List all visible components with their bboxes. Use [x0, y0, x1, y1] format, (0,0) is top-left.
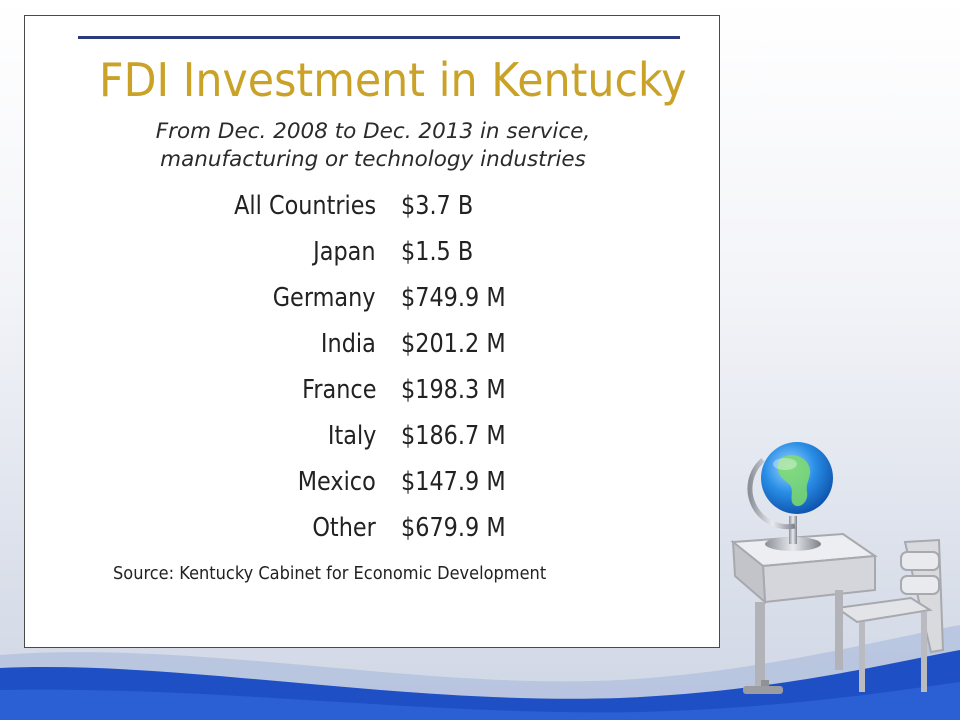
subtitle: From Dec. 2008 to Dec. 2013 in service, …: [65, 118, 681, 174]
content-panel: FDI Investment in Kentucky From Dec. 200…: [24, 15, 720, 648]
country-label: All Countries: [233, 191, 376, 221]
country-label: Mexico: [297, 467, 376, 497]
table-row: Japan $1.5 B: [25, 232, 721, 276]
table-row: Other $679.9 M: [25, 508, 721, 552]
amount-value: $198.3 M: [401, 375, 506, 405]
country-label: France: [301, 375, 376, 405]
table-row: All Countries $3.7 B: [25, 186, 721, 230]
country-label: Italy: [327, 421, 376, 451]
table-row: France $198.3 M: [25, 370, 721, 414]
amount-value: $679.9 M: [401, 513, 506, 543]
amount-value: $749.9 M: [401, 283, 506, 313]
amount-value: $1.5 B: [401, 237, 474, 267]
country-label: Japan: [313, 237, 376, 267]
table-row: Mexico $147.9 M: [25, 462, 721, 506]
subtitle-line-2: manufacturing or technology industries: [160, 147, 586, 172]
background-wave-highlight: [0, 682, 960, 720]
source-note: Source: Kentucky Cabinet for Economic De…: [113, 563, 547, 584]
country-label: India: [321, 329, 376, 359]
amount-value: $186.7 M: [401, 421, 506, 451]
page-title: FDI Investment in Kentucky: [99, 53, 687, 107]
table-row: Germany $749.9 M: [25, 278, 721, 322]
title-rule: [78, 36, 680, 39]
amount-value: $3.7 B: [401, 191, 474, 221]
subtitle-line-1: From Dec. 2008 to Dec. 2013 in service,: [155, 119, 591, 144]
country-label: Germany: [273, 283, 376, 313]
amount-value: $201.2 M: [401, 329, 506, 359]
globe-on-school-desk-icon: [730, 442, 945, 694]
country-label: Other: [312, 513, 376, 543]
amount-value: $147.9 M: [401, 467, 506, 497]
table-row: India $201.2 M: [25, 324, 721, 368]
table-row: Italy $186.7 M: [25, 416, 721, 460]
